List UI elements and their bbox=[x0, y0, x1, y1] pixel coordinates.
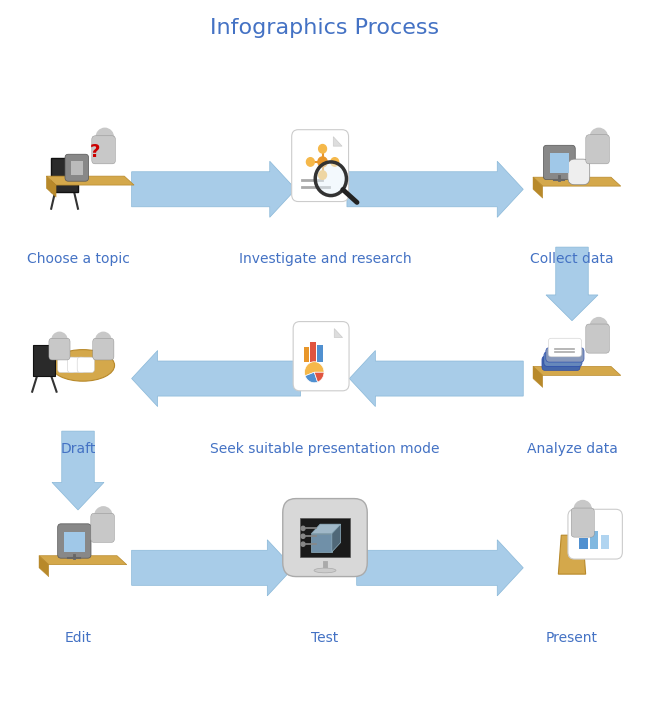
Text: Investigate and research: Investigate and research bbox=[239, 252, 411, 266]
Polygon shape bbox=[350, 350, 523, 407]
Polygon shape bbox=[533, 177, 621, 186]
Polygon shape bbox=[558, 536, 586, 574]
FancyBboxPatch shape bbox=[92, 136, 116, 164]
Polygon shape bbox=[311, 524, 341, 533]
FancyBboxPatch shape bbox=[77, 357, 94, 373]
Wedge shape bbox=[305, 372, 318, 383]
Circle shape bbox=[590, 318, 608, 336]
FancyBboxPatch shape bbox=[91, 513, 114, 543]
Circle shape bbox=[95, 507, 112, 526]
FancyBboxPatch shape bbox=[65, 154, 88, 182]
Text: Edit: Edit bbox=[64, 631, 92, 645]
Polygon shape bbox=[131, 161, 296, 217]
Polygon shape bbox=[52, 431, 104, 510]
Bar bbox=[311, 342, 316, 362]
Polygon shape bbox=[46, 176, 56, 197]
Polygon shape bbox=[131, 350, 300, 407]
Bar bbox=[590, 531, 598, 550]
Circle shape bbox=[96, 128, 114, 147]
FancyBboxPatch shape bbox=[550, 153, 569, 173]
Polygon shape bbox=[347, 161, 523, 217]
Polygon shape bbox=[533, 367, 543, 388]
FancyBboxPatch shape bbox=[33, 346, 55, 376]
Bar bbox=[304, 347, 309, 362]
FancyBboxPatch shape bbox=[293, 322, 349, 391]
Text: Present: Present bbox=[546, 631, 598, 645]
FancyBboxPatch shape bbox=[64, 531, 84, 552]
Text: Infographics Process: Infographics Process bbox=[211, 18, 439, 38]
Circle shape bbox=[96, 332, 111, 349]
FancyBboxPatch shape bbox=[49, 339, 70, 360]
Text: Seek suitable presentation mode: Seek suitable presentation mode bbox=[210, 442, 440, 456]
Circle shape bbox=[590, 128, 608, 147]
Ellipse shape bbox=[314, 568, 336, 573]
Polygon shape bbox=[39, 556, 49, 577]
Circle shape bbox=[315, 162, 346, 196]
Polygon shape bbox=[357, 540, 523, 596]
FancyBboxPatch shape bbox=[546, 348, 584, 362]
Polygon shape bbox=[334, 329, 343, 338]
Bar bbox=[317, 345, 322, 362]
Circle shape bbox=[52, 332, 68, 349]
Polygon shape bbox=[332, 524, 341, 552]
Circle shape bbox=[301, 542, 305, 546]
Text: Test: Test bbox=[311, 631, 339, 645]
Polygon shape bbox=[546, 247, 598, 321]
Text: Collect data: Collect data bbox=[530, 252, 614, 266]
Ellipse shape bbox=[51, 350, 114, 381]
Polygon shape bbox=[131, 540, 293, 596]
Polygon shape bbox=[333, 137, 342, 146]
FancyBboxPatch shape bbox=[292, 130, 348, 202]
Polygon shape bbox=[39, 556, 127, 565]
Wedge shape bbox=[305, 362, 324, 376]
FancyBboxPatch shape bbox=[71, 161, 83, 175]
Circle shape bbox=[301, 526, 305, 531]
Text: ?: ? bbox=[90, 144, 100, 161]
FancyBboxPatch shape bbox=[568, 159, 590, 185]
Text: Analyze data: Analyze data bbox=[526, 442, 618, 456]
FancyBboxPatch shape bbox=[544, 352, 582, 366]
Circle shape bbox=[331, 158, 339, 166]
Bar bbox=[579, 538, 588, 550]
FancyBboxPatch shape bbox=[586, 135, 610, 164]
FancyBboxPatch shape bbox=[543, 145, 575, 179]
FancyBboxPatch shape bbox=[58, 357, 75, 373]
Text: Draft: Draft bbox=[60, 442, 96, 456]
FancyBboxPatch shape bbox=[93, 339, 114, 360]
Polygon shape bbox=[533, 367, 621, 376]
FancyBboxPatch shape bbox=[571, 508, 594, 537]
FancyBboxPatch shape bbox=[568, 509, 623, 559]
Circle shape bbox=[301, 534, 305, 538]
Circle shape bbox=[318, 171, 326, 179]
FancyBboxPatch shape bbox=[542, 356, 580, 370]
Bar bbox=[601, 535, 609, 550]
Wedge shape bbox=[315, 372, 324, 382]
Circle shape bbox=[574, 501, 592, 519]
Circle shape bbox=[306, 158, 315, 166]
FancyBboxPatch shape bbox=[311, 533, 332, 552]
Polygon shape bbox=[533, 177, 543, 198]
Circle shape bbox=[318, 144, 326, 153]
FancyBboxPatch shape bbox=[51, 158, 78, 192]
Polygon shape bbox=[46, 176, 134, 185]
FancyBboxPatch shape bbox=[68, 357, 84, 373]
FancyBboxPatch shape bbox=[300, 518, 350, 557]
FancyBboxPatch shape bbox=[283, 498, 367, 576]
FancyBboxPatch shape bbox=[58, 524, 91, 558]
FancyBboxPatch shape bbox=[586, 324, 610, 353]
Circle shape bbox=[318, 157, 327, 167]
FancyBboxPatch shape bbox=[548, 339, 582, 357]
Text: Choose a topic: Choose a topic bbox=[27, 252, 129, 266]
